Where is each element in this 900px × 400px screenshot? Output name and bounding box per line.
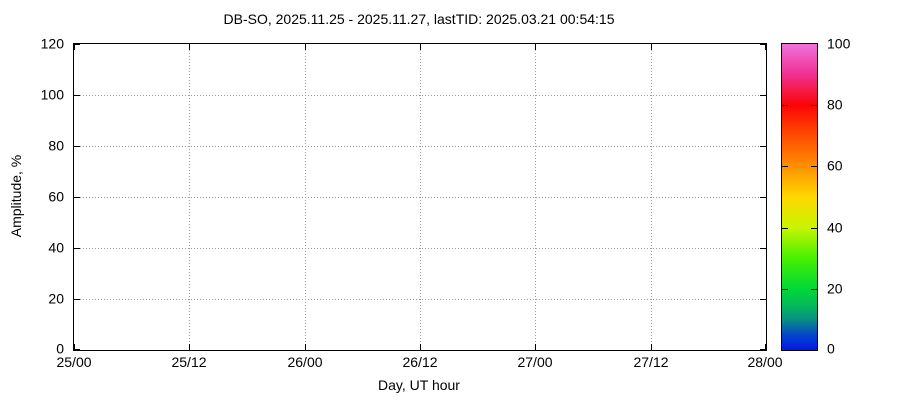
colorbar-tick-label: 0 — [827, 340, 835, 357]
colorbar-gradient — [781, 43, 818, 351]
y-tick-right — [760, 146, 766, 147]
colorbar-tick-right — [811, 166, 817, 167]
x-tick-bottom — [189, 344, 190, 350]
x-tick-bottom — [74, 344, 75, 350]
y-tick-left — [74, 44, 80, 45]
y-tick-right — [760, 95, 766, 96]
x-tick-top — [74, 44, 75, 50]
y-tick-left — [74, 197, 80, 198]
x-tick-top — [420, 44, 421, 50]
y-tick-left — [74, 248, 80, 249]
y-tick-right — [760, 44, 766, 45]
colorbar-tick-right — [811, 105, 817, 106]
y-tick-label: 60 — [48, 188, 64, 205]
colorbar-tick-left — [782, 289, 788, 290]
y-tick-label: 100 — [40, 86, 64, 103]
x-tick-top — [765, 44, 766, 50]
y-tick-left — [74, 349, 80, 350]
x-tick-bottom — [651, 344, 652, 350]
x-tick-label: 26/12 — [402, 354, 438, 370]
y-gridline — [74, 146, 766, 147]
x-tick-label: 25/00 — [56, 354, 92, 370]
y-gridline — [74, 95, 766, 96]
colorbar-tick-right — [811, 228, 817, 229]
plot-area — [73, 43, 767, 351]
colorbar-tick-left — [782, 228, 788, 229]
y-tick-label: 120 — [40, 35, 64, 52]
y-tick-label: 20 — [48, 290, 64, 307]
y-tick-right — [760, 299, 766, 300]
colorbar-tick-right — [811, 289, 817, 290]
x-tick-top — [651, 44, 652, 50]
x-tick-bottom — [535, 344, 536, 350]
colorbar-tick-label: 20 — [827, 280, 843, 297]
y-gridline — [74, 248, 766, 249]
colorbar-tick-label: 60 — [827, 157, 843, 174]
x-axis-label: Day, UT hour — [378, 377, 460, 393]
y-tick-right — [760, 197, 766, 198]
y-tick-label: 40 — [48, 239, 64, 256]
x-tick-label: 26/00 — [287, 354, 323, 370]
x-tick-bottom — [420, 344, 421, 350]
y-tick-left — [74, 95, 80, 96]
x-tick-label: 28/00 — [747, 354, 783, 370]
y-tick-right — [760, 349, 766, 350]
x-tick-top — [305, 44, 306, 50]
x-tick-label: 25/12 — [171, 354, 207, 370]
x-tick-top — [189, 44, 190, 50]
colorbar-tick-left — [782, 105, 788, 106]
y-tick-left — [74, 146, 80, 147]
x-tick-top — [535, 44, 536, 50]
y-tick-left — [74, 299, 80, 300]
colorbar-tick-left — [782, 166, 788, 167]
chart-title: DB-SO, 2025.11.25 - 2025.11.27, lastTID:… — [223, 11, 615, 27]
colorbar-tick-label: 80 — [827, 96, 843, 113]
x-tick-bottom — [305, 344, 306, 350]
y-tick-label: 0 — [56, 340, 64, 357]
y-tick-right — [760, 248, 766, 249]
y-gridline — [74, 197, 766, 198]
x-tick-label: 27/12 — [633, 354, 669, 370]
colorbar-tick-label: 100 — [827, 35, 851, 52]
y-tick-label: 80 — [48, 137, 64, 154]
x-tick-bottom — [765, 344, 766, 350]
y-gridline — [74, 299, 766, 300]
colorbar-tick-label: 40 — [827, 219, 843, 236]
x-tick-label: 27/00 — [517, 354, 553, 370]
